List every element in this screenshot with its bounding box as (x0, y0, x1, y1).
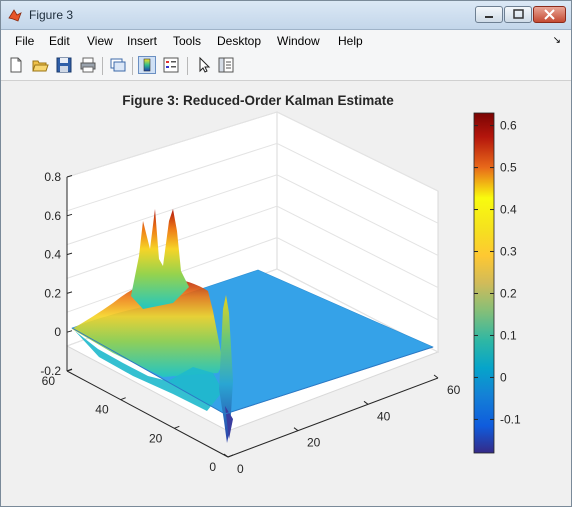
figure-toolbar (1, 52, 571, 81)
y-axis-ticks: 0 20 40 60 (42, 368, 234, 474)
colorbar-tick-label: 0.4 (500, 203, 517, 217)
colorbar-tick-label: 0.6 (500, 119, 517, 133)
y-tick (227, 454, 234, 458)
y-tick-label: 0 (209, 460, 216, 474)
x-axis-line (227, 377, 439, 458)
surface-spike (219, 295, 233, 443)
close-button[interactable] (533, 6, 566, 23)
surface-plot[interactable]: Figure 3: Reduced-Order Kalman Estimate (3, 81, 569, 504)
title-bar[interactable]: Figure 3 (1, 1, 571, 30)
surface-trough (225, 406, 233, 439)
grid-line (66, 111, 439, 192)
new-figure-icon[interactable] (7, 56, 25, 74)
menu-insert[interactable]: Insert (127, 34, 158, 48)
minimize-button[interactable] (475, 6, 503, 23)
dock-arrow-icon[interactable]: ↘ (552, 35, 561, 46)
print-icon[interactable] (79, 56, 97, 74)
toolbar-separator (187, 57, 188, 75)
property-inspector-icon[interactable] (217, 56, 235, 74)
maximize-icon (513, 9, 524, 19)
link-plot-icon[interactable] (109, 56, 127, 74)
x-tick (433, 374, 439, 379)
surface-mesh (71, 209, 434, 443)
menu-edit[interactable]: Edit (49, 34, 70, 48)
edit-plot-icon[interactable] (195, 56, 213, 74)
grid-line (66, 142, 439, 224)
y-axis-line (66, 370, 229, 458)
z-tick-label: 0.8 (44, 170, 61, 184)
menu-file[interactable]: File (15, 34, 35, 48)
grid-line (66, 174, 439, 256)
z-tick-label: 0.6 (44, 209, 61, 223)
x-tick-label: 0 (237, 462, 244, 476)
y-tick-label: 60 (42, 374, 56, 388)
surface-edge-front (71, 327, 434, 415)
z-tick-label: 0 (54, 325, 61, 339)
z-tick (66, 330, 73, 333)
colorbar[interactable] (473, 112, 495, 454)
x-tick-label: 40 (377, 409, 391, 423)
close-icon (544, 9, 555, 20)
menu-help[interactable]: Help (338, 34, 363, 48)
x-tick (293, 427, 299, 432)
x-tick (223, 453, 229, 458)
z-tick (66, 252, 73, 256)
matlab-icon (8, 9, 22, 22)
colorbar-ticks: -0.1 0 0.1 0.2 0.3 0.4 0.5 0.6 (474, 119, 521, 426)
toolbar-separator (102, 57, 103, 75)
y-tick-label: 40 (95, 403, 109, 417)
open-file-icon[interactable] (31, 56, 49, 74)
y-tick (174, 425, 180, 429)
z-tick (66, 291, 73, 294)
menu-view[interactable]: View (87, 34, 113, 48)
window-title: Figure 3 (29, 8, 74, 22)
z-tick-label: -0.2 (40, 364, 61, 378)
z-axis-ticks: -0.2 0 0.2 0.4 0.6 0.8 (40, 170, 73, 378)
save-icon[interactable] (55, 56, 73, 74)
menu-bar: File Edit View Insert Tools Desktop Wind… (1, 30, 571, 52)
colorbar-tick-label: 0.3 (500, 245, 517, 259)
insert-legend-icon[interactable] (162, 56, 180, 74)
z-tick (66, 175, 73, 178)
x-tick (363, 400, 369, 405)
x-tick-label: 20 (307, 436, 321, 450)
colorbar-tick-label: -0.1 (500, 412, 521, 426)
grid-lines (66, 111, 439, 353)
menu-desktop[interactable]: Desktop (217, 34, 262, 48)
toolbar-separator (132, 57, 133, 75)
z-tick-label: 0.2 (44, 286, 61, 300)
x-tick-label: 60 (447, 383, 461, 397)
menu-window[interactable]: Window (277, 34, 320, 48)
maximize-button[interactable] (504, 6, 532, 23)
insert-colorbar-icon[interactable] (138, 56, 156, 74)
minimize-icon (485, 16, 493, 18)
y-tick (66, 368, 73, 372)
menu-tools[interactable]: Tools (173, 34, 202, 48)
z-tick (66, 213, 73, 217)
chart-title: Figure 3: Reduced-Order Kalman Estimate (122, 93, 394, 108)
surface-hill (72, 276, 223, 377)
y-tick-label: 20 (149, 431, 163, 445)
colorbar-tick-label: 0.2 (500, 286, 517, 300)
colorbar-tick-label: 0.5 (500, 161, 517, 175)
y-tick (120, 397, 126, 401)
z-tick-label: 0.4 (44, 248, 61, 262)
surface-peaks (131, 209, 189, 309)
x-axis-ticks: 0 20 40 60 (223, 374, 461, 476)
surface-front-ridge (75, 331, 223, 411)
colorbar-tick-label: 0.1 (500, 328, 517, 342)
colorbar-tick-label: 0 (500, 370, 507, 384)
figure-canvas[interactable]: Figure 3: Reduced-Order Kalman Estimate (3, 81, 569, 504)
grid-line (66, 205, 439, 289)
